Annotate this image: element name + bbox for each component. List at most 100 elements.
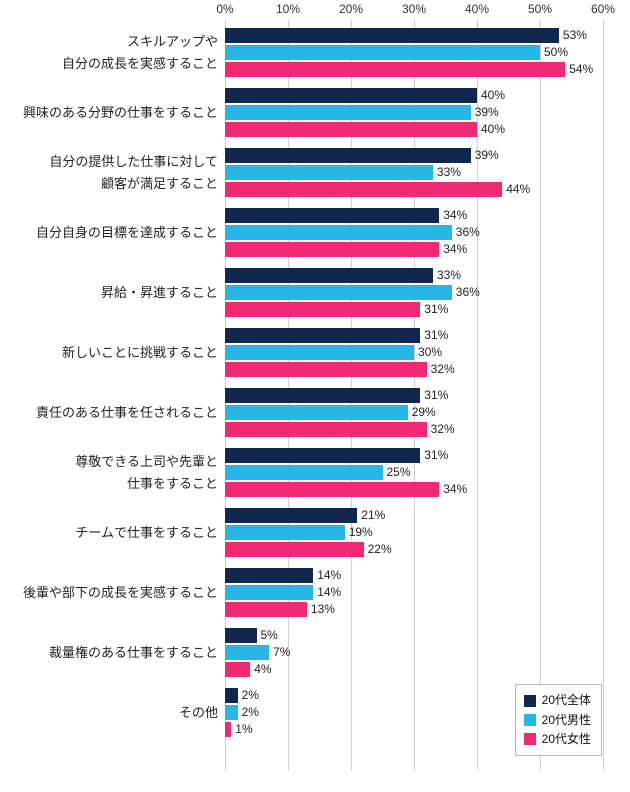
bar bbox=[225, 208, 439, 223]
bar-value-label: 2% bbox=[242, 688, 259, 703]
bar bbox=[225, 705, 238, 720]
x-axis-tick: 30% bbox=[402, 2, 426, 16]
bar bbox=[225, 268, 433, 283]
category-label: スキルアップや 自分の成長を実感すること bbox=[0, 30, 218, 74]
x-axis-tick: 10% bbox=[276, 2, 300, 16]
bar-value-label: 30% bbox=[418, 345, 442, 360]
horizontal-grouped-bar-chart: 0% 10% 20% 30% 40% 50% 60% スキルアップや 自分の成長を実感するこ… bbox=[0, 0, 630, 792]
bar bbox=[225, 422, 427, 437]
bar-value-label: 25% bbox=[387, 465, 411, 480]
bar-value-label: 31% bbox=[424, 328, 448, 343]
bar-value-label: 32% bbox=[431, 362, 455, 377]
legend-swatch bbox=[524, 695, 536, 707]
bar-value-label: 4% bbox=[254, 662, 271, 677]
bar-group: スキルアップや 自分の成長を実感すること53%50%54% bbox=[0, 28, 630, 77]
category-label: 責任のある仕事を任されること bbox=[0, 401, 218, 423]
bar bbox=[225, 165, 433, 180]
bar-value-label: 29% bbox=[412, 405, 436, 420]
bar-group: 裁量権のある仕事をすること5%7%4% bbox=[0, 628, 630, 677]
bar bbox=[225, 722, 231, 737]
x-axis-tick: 50% bbox=[528, 2, 552, 16]
bar-group: 後輩や部下の成長を実感すること 14% 14% 13% bbox=[0, 568, 630, 617]
category-label: 昇給・昇進すること bbox=[0, 281, 218, 303]
x-axis-tick: 40% bbox=[465, 2, 489, 16]
bar bbox=[225, 105, 471, 120]
legend-label: 20代女性 bbox=[542, 730, 591, 749]
bar bbox=[225, 62, 565, 77]
bar bbox=[225, 568, 313, 583]
category-label: チームで仕事をすること bbox=[0, 521, 218, 543]
bar bbox=[225, 45, 540, 60]
bar bbox=[225, 328, 420, 343]
category-label: 自分自身の目標を達成すること bbox=[0, 221, 218, 243]
bar bbox=[225, 602, 307, 617]
bar-group: 昇給・昇進すること33%36%31% bbox=[0, 268, 630, 317]
bar-value-label: 33% bbox=[437, 268, 461, 283]
bar-value-label: 1% bbox=[235, 722, 252, 737]
bar bbox=[225, 285, 452, 300]
bar bbox=[225, 28, 559, 43]
bar bbox=[225, 225, 452, 240]
bar-value-label: 22% bbox=[368, 542, 392, 557]
bar bbox=[225, 542, 364, 557]
legend-item: 20代女性 bbox=[524, 730, 591, 749]
bar bbox=[225, 525, 345, 540]
bar-group: 自分自身の目標を達成すること34%36%34% bbox=[0, 208, 630, 257]
x-axis-tick: 0% bbox=[216, 2, 233, 16]
legend-swatch bbox=[524, 714, 536, 726]
bar-group: 新しいことに挑戦すること31%30%32% bbox=[0, 328, 630, 377]
bar bbox=[225, 645, 269, 660]
bar-group: 責任のある仕事を任されること 31% 29% 32% bbox=[0, 388, 630, 437]
bar bbox=[225, 662, 250, 677]
bar-value-label: 31% bbox=[424, 388, 448, 403]
bar bbox=[225, 388, 420, 403]
bar-value-label: 14% bbox=[317, 568, 341, 583]
legend-item: 20代男性 bbox=[524, 711, 591, 730]
bar bbox=[225, 362, 427, 377]
bar-value-label: 31% bbox=[424, 448, 448, 463]
bar-value-label: 39% bbox=[475, 148, 499, 163]
bar-value-label: 39% bbox=[475, 105, 499, 120]
bar bbox=[225, 465, 383, 480]
x-axis-tick: 60% bbox=[591, 2, 615, 16]
bar-value-label: 14% bbox=[317, 585, 341, 600]
bar bbox=[225, 302, 420, 317]
bar bbox=[225, 688, 238, 703]
bar-value-label: 36% bbox=[456, 285, 480, 300]
bar bbox=[225, 345, 414, 360]
bar-value-label: 21% bbox=[361, 508, 385, 523]
bar-value-label: 54% bbox=[569, 62, 593, 77]
bar-value-label: 32% bbox=[431, 422, 455, 437]
legend-label: 20代男性 bbox=[542, 711, 591, 730]
bar-value-label: 36% bbox=[456, 225, 480, 240]
bar bbox=[225, 482, 439, 497]
bar-value-label: 19% bbox=[349, 525, 373, 540]
category-label: 後輩や部下の成長を実感すること bbox=[0, 581, 218, 603]
bar-value-label: 50% bbox=[544, 45, 568, 60]
category-label: その他 bbox=[0, 701, 218, 723]
legend-label: 20代全体 bbox=[542, 691, 591, 710]
category-label: 裁量権のある仕事をすること bbox=[0, 641, 218, 663]
bar-group: チームで仕事をすること 21% 19% 22% bbox=[0, 508, 630, 557]
legend-item: 20代全体 bbox=[524, 691, 591, 710]
legend: 20代全体20代男性20代女性 bbox=[515, 684, 602, 756]
bar bbox=[225, 508, 357, 523]
bar bbox=[225, 122, 477, 137]
x-axis-tick: 20% bbox=[339, 2, 363, 16]
legend-swatch bbox=[524, 733, 536, 745]
bar-value-label: 40% bbox=[481, 88, 505, 103]
bar-value-label: 34% bbox=[443, 242, 467, 257]
bar bbox=[225, 405, 408, 420]
bar-group: 興味のある分野の仕事をすること40%39%40% bbox=[0, 88, 630, 137]
bar-value-label: 2% bbox=[242, 705, 259, 720]
bar-group: 自分の提供した仕事に対して 顧客が満足すること39%33%44% bbox=[0, 148, 630, 197]
bar bbox=[225, 88, 477, 103]
bar bbox=[225, 448, 420, 463]
bar-value-label: 44% bbox=[506, 182, 530, 197]
bar bbox=[225, 628, 257, 643]
bar bbox=[225, 182, 502, 197]
bar-value-label: 13% bbox=[311, 602, 335, 617]
bar bbox=[225, 585, 313, 600]
category-label: 興味のある分野の仕事をすること bbox=[0, 101, 218, 123]
bar-value-label: 33% bbox=[437, 165, 461, 180]
